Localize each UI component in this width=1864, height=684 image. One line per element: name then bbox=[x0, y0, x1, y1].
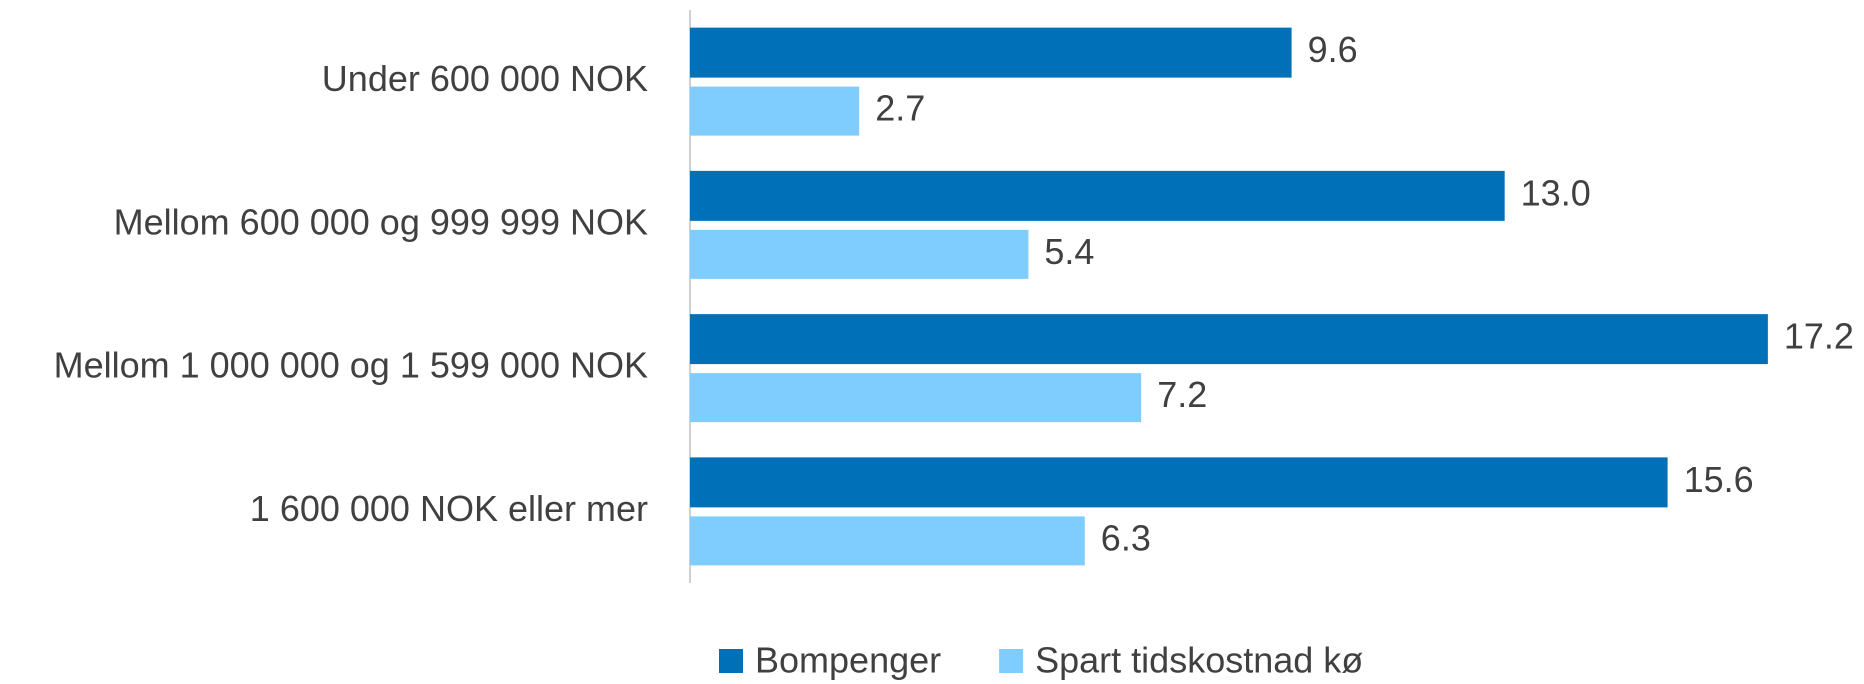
data-label: 13.0 bbox=[1521, 172, 1591, 213]
bar bbox=[690, 27, 1292, 78]
data-label: 7.2 bbox=[1157, 374, 1207, 415]
data-label: 15.6 bbox=[1684, 459, 1754, 500]
legend-label: Bompenger bbox=[755, 640, 941, 681]
data-label: 9.6 bbox=[1308, 29, 1358, 70]
legend-label: Spart tidskostnad kø bbox=[1035, 640, 1363, 681]
y-tick-label: Under 600 000 NOK bbox=[322, 58, 648, 99]
bar bbox=[690, 86, 860, 136]
bar bbox=[690, 516, 1085, 566]
bar bbox=[690, 170, 1505, 221]
bar bbox=[690, 373, 1142, 423]
y-tick-label: Mellom 600 000 og 999 999 NOK bbox=[114, 201, 648, 242]
data-label: 6.3 bbox=[1101, 517, 1151, 558]
y-tick-label: 1 600 000 NOK eller mer bbox=[250, 488, 648, 529]
bar bbox=[690, 457, 1668, 508]
data-label: 5.4 bbox=[1044, 231, 1094, 272]
bar bbox=[690, 229, 1029, 279]
data-label: 17.2 bbox=[1784, 316, 1854, 357]
legend-swatch bbox=[719, 649, 743, 673]
bar bbox=[690, 314, 1768, 365]
legend-swatch bbox=[999, 649, 1024, 673]
y-tick-label: Mellom 1 000 000 og 1 599 000 NOK bbox=[54, 345, 648, 386]
data-label: 2.7 bbox=[875, 88, 925, 129]
